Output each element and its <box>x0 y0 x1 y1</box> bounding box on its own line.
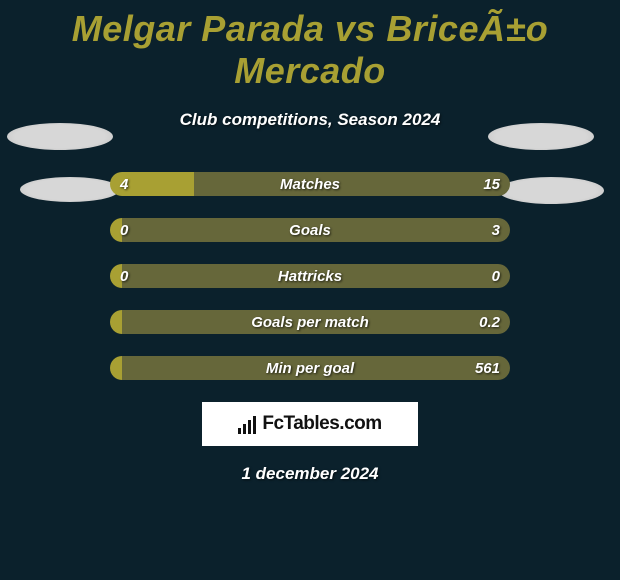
page-title: Melgar Parada vs BriceÃ±o Mercado <box>0 0 620 92</box>
stat-row: Matches415 <box>110 172 510 196</box>
bar-segment-right <box>122 356 510 380</box>
bar-segment-left <box>110 218 122 242</box>
logo-box: FcTables.com <box>202 402 418 446</box>
avatar-ellipse <box>7 123 113 150</box>
avatar-ellipse <box>498 177 604 204</box>
bar-segment-left <box>110 172 194 196</box>
bar-segment-right <box>122 218 510 242</box>
avatar-ellipse <box>20 177 120 202</box>
bar-segment-left <box>110 264 122 288</box>
stat-row: Min per goal561 <box>110 356 510 380</box>
stat-row: Goals03 <box>110 218 510 242</box>
bar-segment-right <box>122 264 510 288</box>
bar-segment-left <box>110 310 122 334</box>
chart-icon <box>238 414 256 434</box>
bar-segment-left <box>110 356 122 380</box>
bar-segment-right <box>194 172 510 196</box>
stat-row: Goals per match0.2 <box>110 310 510 334</box>
logo-text: FcTables.com <box>262 413 381 435</box>
stats-bars: Matches415 Goals03 Hattricks00 Goals per ma… <box>110 172 510 380</box>
avatar-ellipse <box>488 123 594 150</box>
footer-date: 1 december 2024 <box>0 464 620 484</box>
bar-segment-right <box>122 310 510 334</box>
stat-row: Hattricks00 <box>110 264 510 288</box>
